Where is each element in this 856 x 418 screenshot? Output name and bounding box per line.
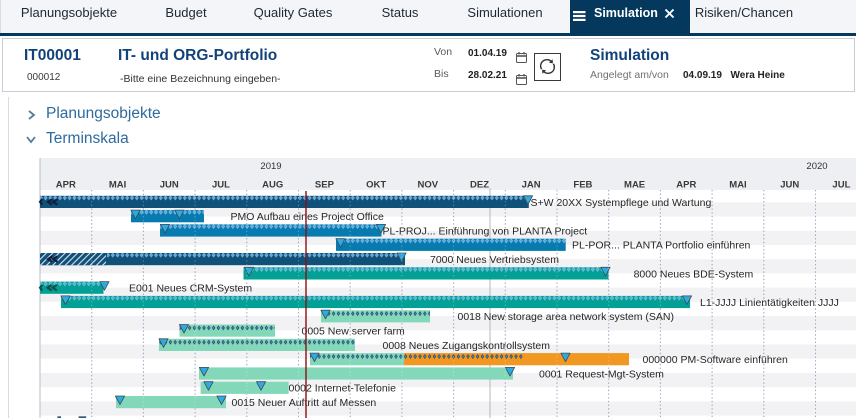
svg-text:JUL: JUL	[832, 180, 850, 191]
svg-text:JUN: JUN	[160, 180, 179, 191]
svg-text:AUG: AUG	[262, 180, 283, 191]
svg-text:0002 Internet-Telefonie: 0002 Internet-Telefonie	[289, 383, 397, 395]
svg-text:APR: APR	[676, 180, 696, 191]
svg-text:SEP: SEP	[315, 180, 335, 191]
svg-text:0015 Neuer Auftritt auf Messen: 0015 Neuer Auftritt auf Messen	[232, 397, 377, 409]
svg-text:PMO Aufbau eines Project Offi: PMO Aufbau eines Project Office	[231, 211, 384, 223]
svg-text:000000 PM-Software einführen: 000000 PM-Software einführen	[643, 354, 788, 366]
svg-text:0018 New storage area network: 0018 New storage area network system (SA…	[458, 311, 675, 323]
svg-text:PL-PROJ... Einführung von PLA: PL-PROJ... Einführung von PLANTA Project	[383, 225, 588, 237]
svg-text:NOV: NOV	[418, 180, 439, 191]
svg-text:0001 Request-Mgt-System: 0001 Request-Mgt-System	[539, 368, 664, 380]
svg-text:FEB: FEB	[573, 180, 592, 191]
svg-text:APR: APR	[56, 180, 76, 191]
svg-text:MAE: MAE	[624, 180, 645, 191]
svg-text:MAI: MAI	[109, 180, 126, 191]
svg-text:0008 Neues Zugangskontrollsyst: 0008 Neues Zugangskontrollsystem	[383, 340, 551, 352]
svg-text:JUL: JUL	[212, 180, 230, 191]
svg-text:0005 New server farm: 0005 New server farm	[302, 326, 406, 338]
svg-text:S+W 20XX Systempflege und Wart: S+W 20XX Systempflege und Wartung	[531, 197, 712, 209]
svg-text:JAN: JAN	[522, 180, 541, 191]
svg-text:PL-POR... PLANTA Portfolio ei: PL-POR... PLANTA Portfolio einführen	[572, 240, 751, 252]
svg-text:MAI: MAI	[729, 180, 746, 191]
svg-text:DEZ: DEZ	[470, 180, 489, 191]
svg-text:L1-JJJJ Linientätigkeiten JJJ: L1-JJJJ Linientätigkeiten JJJJ	[700, 297, 839, 309]
svg-text:2020: 2020	[806, 161, 827, 172]
svg-text:E001 Neues CRM-System: E001 Neues CRM-System	[129, 283, 252, 295]
svg-text:OKT: OKT	[366, 180, 386, 191]
svg-text:8000 Neues BDE-System: 8000 Neues BDE-System	[634, 268, 754, 280]
svg-text:7000 Neues Vertriebsystem: 7000 Neues Vertriebsystem	[430, 254, 559, 266]
svg-text:JUN: JUN	[780, 180, 799, 191]
svg-text:2019: 2019	[260, 161, 281, 172]
